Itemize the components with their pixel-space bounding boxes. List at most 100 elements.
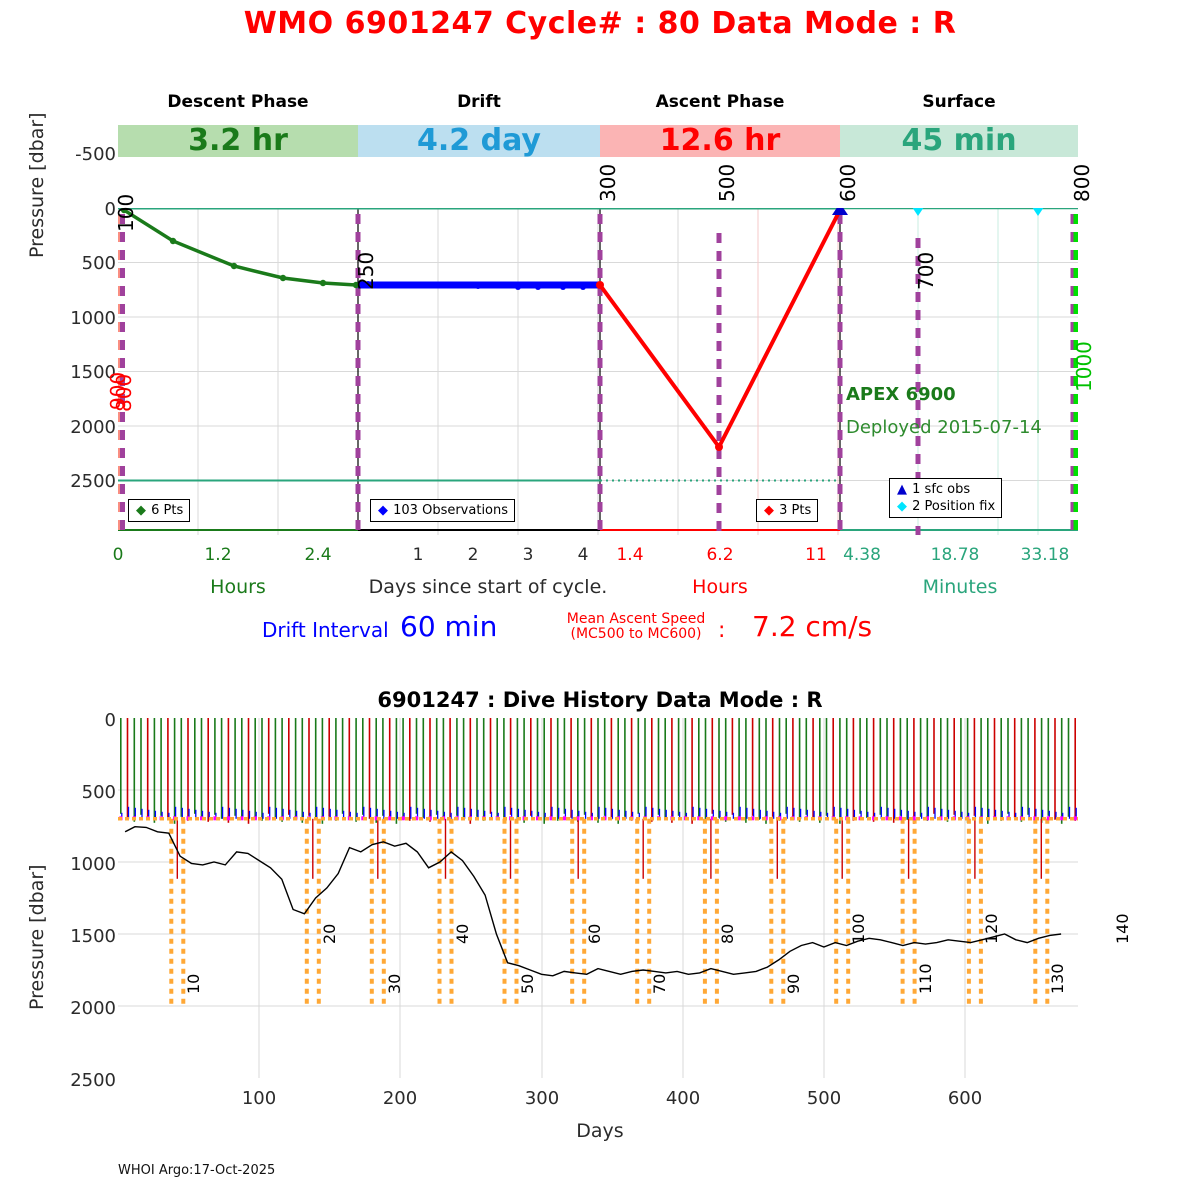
xtick-days-1: 1 [412, 545, 424, 565]
cycle-marker-label: 110 [915, 963, 935, 994]
legend-ascent-pts[interactable]: ◆ 3 Pts [756, 499, 819, 522]
mas-label-line1: Mean Ascent Speed [566, 611, 706, 627]
cycle-marker-label: 50 [517, 973, 537, 994]
bot-xtick-100: 100 [241, 1088, 277, 1109]
xaxis-group-minutes: Minutes [922, 576, 998, 598]
phase-band-ascent [600, 125, 840, 157]
cycle-marker-label: 100 [849, 913, 869, 944]
xtick-hours2-6.2: 6.2 [706, 545, 734, 565]
cycle-marker-label: 140 [1113, 913, 1133, 944]
position-fix-markers [912, 208, 1044, 216]
phase-band-descent [118, 125, 358, 157]
ytick-2500: 2500 [70, 471, 116, 492]
legend-drift-observations[interactable]: ◆ 103 Observations [370, 499, 516, 522]
xtick-hours-0: 0 [112, 545, 124, 565]
cycle-marker-label: 70 [650, 973, 670, 994]
diamond-icon: ◆ [764, 503, 774, 518]
bot-xtick-400: 400 [665, 1088, 701, 1109]
legend-label: 1 sfc obs [912, 482, 971, 497]
phase-label-surface: Surface [922, 92, 996, 112]
cycle-profile-svg [118, 208, 1078, 535]
phase-label-drift: Drift [457, 92, 501, 112]
phase-duration-ascent: 12.6 hr [659, 123, 781, 158]
xtick-hours-2.4: 2.4 [304, 545, 332, 565]
mc-label-600: 600 [836, 163, 860, 202]
legend-label: 3 Pts [779, 503, 812, 518]
page-title: WMO 6901247 Cycle# : 80 Data Mode : R [243, 6, 957, 41]
mc-label-800-right: 800 [1070, 163, 1094, 202]
xaxis-group-hours-ascent: Hours [692, 576, 748, 598]
mc-label-250: 250 [354, 251, 378, 290]
mc-label-300: 300 [596, 163, 620, 202]
park-pressure-trace [124, 825, 1062, 977]
drift-points [365, 281, 586, 290]
xtick-hours2-11: 11 [805, 545, 827, 565]
diamond-icon: ◆ [378, 503, 388, 518]
mc-label-1000: 1000 [1072, 341, 1096, 392]
xtick-min-18.78: 18.78 [930, 545, 980, 565]
cycle-marker-label: 130 [1048, 963, 1068, 994]
bot-ytick-0: 0 [104, 710, 116, 731]
top-chart-ylabel: Pressure [dbar] [26, 112, 48, 258]
xtick-days-2: 2 [467, 545, 479, 565]
ytick-1500: 1500 [70, 362, 116, 383]
bot-xtick-600: 600 [947, 1088, 983, 1109]
xtick-hours-1.2: 1.2 [204, 545, 232, 565]
bot-xtick-200: 200 [382, 1088, 418, 1109]
drift-interval-value: 60 min [400, 610, 498, 643]
ytick-2000: 2000 [70, 417, 116, 438]
phase-band-drift [358, 125, 600, 157]
mean-ascent-speed-value: 7.2 cm/s [752, 610, 873, 643]
legend-surface[interactable]: ▲ 1 sfc obs ◆ 2 Position fix [889, 478, 1003, 518]
surface-obs-marker [832, 208, 848, 215]
phase-label-descent: Descent Phase [167, 92, 309, 112]
bot-xtick-300: 300 [524, 1088, 560, 1109]
descent-points [120, 208, 360, 289]
cycle-marker-label: 60 [585, 923, 605, 944]
footer-text: WHOI Argo:17-Oct-2025 [118, 1163, 276, 1178]
ytick-1000: 1000 [70, 308, 116, 329]
legend-label: 6 Pts [151, 503, 184, 518]
cycle-marker-label: 30 [384, 973, 404, 994]
float-name-annotation: APEX 6900 [846, 384, 956, 405]
cycle-marker-label: 10 [184, 973, 204, 994]
phase-duration-surface: 45 min [901, 123, 1017, 158]
legend-label: 2 Position fix [912, 499, 996, 514]
cycle-marker-label: 90 [784, 973, 804, 994]
mc-label-800-left: 800 [112, 373, 136, 412]
dive-history-svg [118, 718, 1078, 1078]
cycle-marker-label: 20 [319, 923, 339, 944]
mean-ascent-speed-label: Mean Ascent Speed (MC500 to MC600) [556, 612, 716, 642]
xtick-hours2-1.4: 1.4 [616, 545, 644, 565]
descent-trace [123, 208, 357, 287]
phase-band-surface [840, 125, 1078, 157]
legend-descent-pts[interactable]: ◆ 6 Pts [128, 499, 191, 522]
bot-xtick-500: 500 [806, 1088, 842, 1109]
ytick-0: 0 [104, 199, 116, 220]
xaxis-group-days: Days since start of cycle. [368, 576, 608, 598]
drift-interval-label: Drift Interval [262, 618, 389, 642]
xtick-days-3: 3 [522, 545, 534, 565]
mc-label-700: 700 [914, 251, 938, 290]
dive-history-xlabel: Days [576, 1120, 624, 1142]
cycle-marker-label: 80 [717, 923, 737, 944]
xaxis-group-hours-descent: Hours [210, 576, 266, 598]
bot-ytick-2500: 2500 [70, 1070, 116, 1091]
dive-history-chart [118, 718, 1078, 1078]
cycle-marker-label: 120 [981, 913, 1001, 944]
diamond-icon: ◆ [136, 503, 146, 518]
cycle-marker-label: 40 [452, 923, 472, 944]
mc-label-500: 500 [715, 163, 739, 202]
mc-label-100: 100 [114, 193, 138, 232]
float-deployed-annotation: Deployed 2015-07-14 [846, 417, 1042, 438]
phase-label-ascent: Ascent Phase [655, 92, 785, 112]
bot-ytick-500: 500 [81, 782, 116, 803]
xtick-min-33.18: 33.18 [1020, 545, 1070, 565]
phase-duration-drift: 4.2 day [417, 123, 541, 158]
ytick--500: -500 [75, 144, 116, 165]
bot-ytick-1500: 1500 [70, 926, 116, 947]
xtick-min-4.38: 4.38 [843, 545, 881, 565]
cycle-profile-chart [118, 208, 1078, 535]
legend-label: 103 Observations [393, 503, 509, 518]
mean-ascent-speed-colon: : [718, 618, 726, 643]
